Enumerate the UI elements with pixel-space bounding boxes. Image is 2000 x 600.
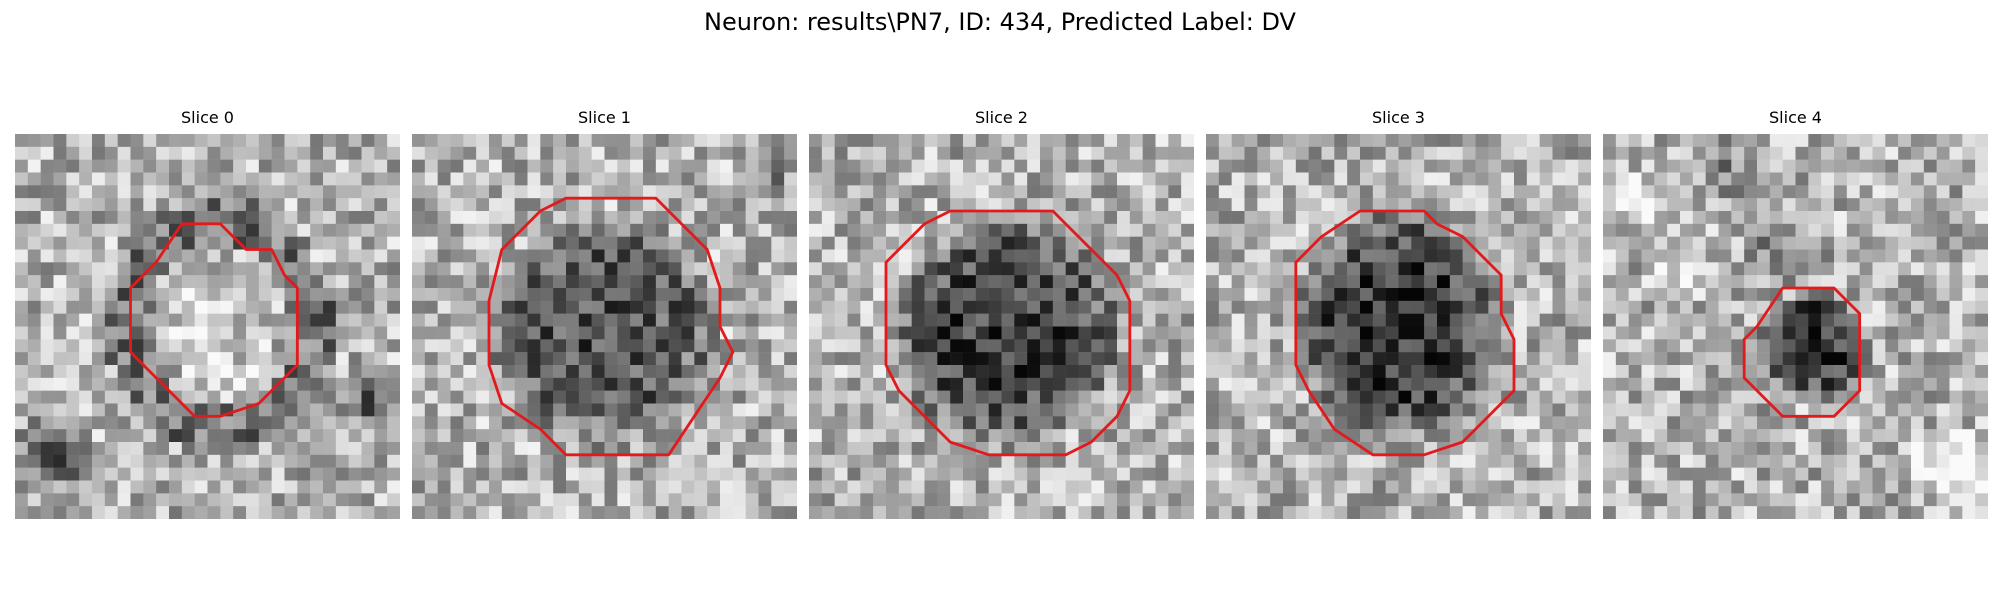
slice-panel-1: Slice 1 [412, 108, 797, 519]
cell-contour [1742, 286, 1862, 418]
slice-title: Slice 2 [975, 108, 1028, 127]
slice-panel-0: Slice 0 [15, 108, 400, 519]
slice-image-0 [15, 134, 400, 519]
slice-image-2 [809, 134, 1194, 519]
slice-title: Slice 3 [1372, 108, 1425, 127]
slice-panel-2: Slice 2 [809, 108, 1194, 519]
slice-title: Slice 0 [181, 108, 234, 127]
slice-panel-4: Slice 4 [1603, 108, 1988, 519]
slice-image-4 [1603, 134, 1988, 519]
cell-contour [1294, 209, 1516, 457]
cell-contour [129, 222, 299, 418]
slice-panel-3: Slice 3 [1206, 108, 1591, 519]
slice-image-3 [1206, 134, 1591, 519]
slice-title: Slice 1 [578, 108, 631, 127]
figure-title: Neuron: results\PN7, ID: 434, Predicted … [704, 8, 1296, 36]
slice-title: Slice 4 [1769, 108, 1822, 127]
cell-contour [884, 209, 1132, 457]
cell-contour [487, 196, 735, 457]
slice-image-1 [412, 134, 797, 519]
